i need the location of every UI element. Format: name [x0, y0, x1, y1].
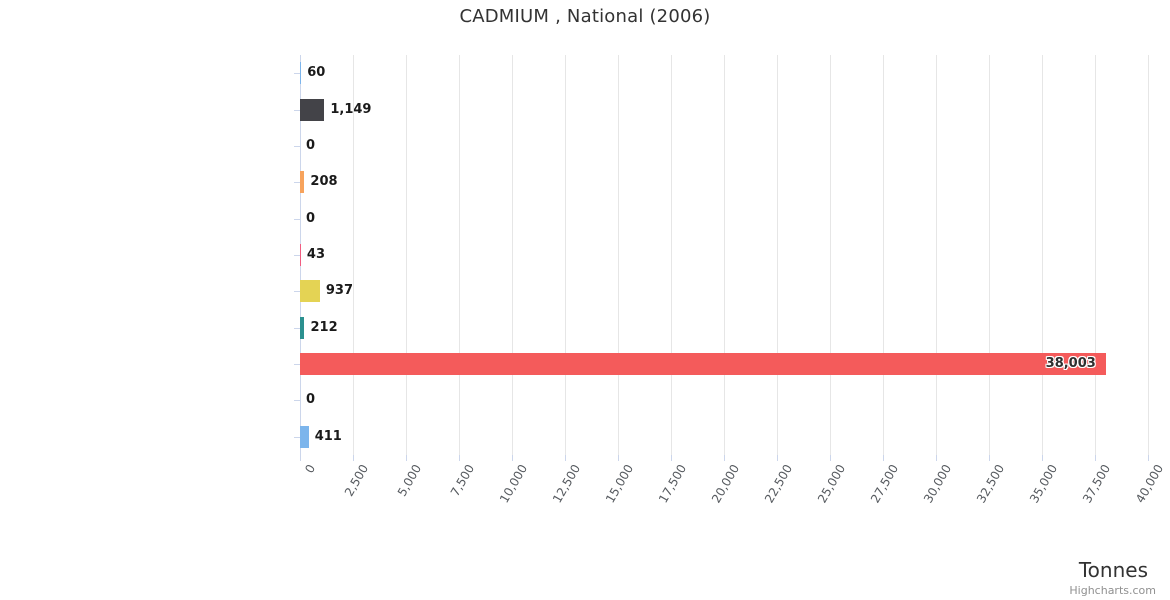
- bar-value-label: 212: [310, 319, 338, 335]
- bar[interactable]: [300, 62, 302, 85]
- bar-value-label: 0: [306, 210, 316, 226]
- y-axis-tick: [294, 400, 300, 402]
- y-axis-tick: [294, 327, 300, 329]
- gridline: [936, 55, 937, 455]
- x-axis-tick: [777, 455, 778, 461]
- gridline: [777, 55, 778, 455]
- y-axis-tick: [294, 291, 300, 293]
- x-axis-tick: [883, 455, 884, 461]
- gridline: [671, 55, 672, 455]
- gridline: [1042, 55, 1043, 455]
- gridline: [989, 55, 990, 455]
- y-axis-tick: [294, 255, 300, 256]
- x-axis-tick: [565, 455, 566, 461]
- x-axis-tick: [724, 455, 725, 461]
- x-axis-tick: [406, 455, 407, 461]
- x-axis-tick: [830, 455, 831, 461]
- y-axis-tick: [294, 364, 300, 366]
- y-axis-tick: [294, 73, 300, 75]
- y-axis-tick: [294, 109, 300, 111]
- x-axis-tick: [1095, 455, 1096, 461]
- gridline: [618, 55, 619, 455]
- x-axis-tick: [989, 455, 990, 461]
- gridline: [512, 55, 513, 455]
- x-axis-tick: [1042, 455, 1043, 461]
- bar[interactable]: [300, 244, 301, 266]
- bar-value-label: 1,149: [330, 101, 372, 117]
- gridline: [724, 55, 725, 455]
- gridline: [883, 55, 884, 455]
- bar[interactable]: [300, 353, 1106, 376]
- y-axis-tick: [294, 436, 300, 438]
- bar-value-label: 0: [306, 392, 316, 408]
- y-axis-tick: [294, 182, 300, 184]
- gridline: [406, 55, 407, 455]
- y-axis-tick: [294, 218, 300, 220]
- y-axis-tick: [294, 145, 300, 147]
- bar-value-label: 937: [325, 283, 353, 299]
- x-axis-tick: [618, 455, 619, 461]
- gridline: [353, 55, 354, 455]
- x-axis-tick: [300, 455, 301, 461]
- highcharts-credit: Highcharts.com: [1069, 584, 1156, 597]
- plot-area: Agriculture60Commercial/Residential/Inst…: [294, 55, 1149, 455]
- x-axis-tick: [936, 455, 937, 461]
- x-axis-tick: [1148, 455, 1149, 461]
- x-axis-tick: [353, 455, 354, 461]
- gridline: [830, 55, 831, 455]
- bar-value-label: 60: [307, 65, 326, 81]
- bar[interactable]: [300, 98, 325, 121]
- bar-value-label: 43: [306, 247, 325, 262]
- x-axis-tick: [671, 455, 672, 461]
- x-axis-tick: [512, 455, 513, 461]
- bar[interactable]: [300, 425, 309, 448]
- gridline: [459, 55, 460, 455]
- bar[interactable]: [300, 316, 305, 339]
- bar[interactable]: [300, 171, 305, 194]
- chart-title: CADMIUM , National (2006): [459, 6, 711, 27]
- x-axis-title: Tonnes: [1078, 558, 1148, 582]
- bar-value-label: 38,003: [1045, 356, 1096, 372]
- bar-value-label: 411: [314, 428, 342, 444]
- bar-value-label: 208: [310, 174, 338, 190]
- x-axis-tick: [459, 455, 460, 461]
- bar-value-label: 0: [306, 137, 316, 153]
- gridline: [1095, 55, 1096, 455]
- gridline: [1148, 55, 1149, 455]
- bar[interactable]: [300, 280, 320, 303]
- gridline: [565, 55, 566, 455]
